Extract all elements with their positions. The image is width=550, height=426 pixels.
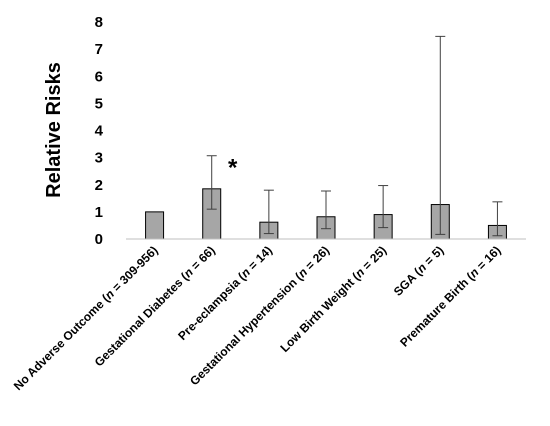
y-tick-label: 3 (95, 150, 103, 167)
y-tick-label: 5 (95, 95, 103, 112)
error-bars (206, 35, 503, 237)
y-tick-label: 6 (95, 68, 103, 85)
category-count: = 66) (186, 243, 218, 275)
category-text: Gestational Hypertension ( (187, 270, 305, 388)
category-count: = 309-956) (107, 243, 161, 297)
annotations: * (228, 155, 238, 182)
category-text: Gestational Diabetes ( (92, 270, 191, 369)
category-count: = 25) (357, 243, 389, 275)
category-labels: No Adverse Outcome (n = 309-956)Gestatio… (11, 243, 504, 393)
x-category-label: Low Birth Weight (n = 25) (277, 243, 389, 355)
y-tick-label: 1 (95, 204, 103, 221)
y-axis-ticks: 0 1 2 3 4 5 6 7 8 (95, 14, 104, 248)
x-category-label: Gestational Diabetes (n = 66) (92, 243, 218, 369)
category-count: = 26) (300, 243, 332, 275)
y-tick-label: 7 (95, 41, 103, 58)
category-count: = 16) (472, 243, 504, 275)
y-axis-label: Relative Risks (43, 62, 65, 198)
x-category-label: SGA (n = 5) (391, 243, 447, 299)
x-category-label: Premature Birth (n = 16) (397, 243, 503, 349)
y-tick-label: 2 (95, 177, 103, 194)
x-category-label: Pre-eclampsia (n = 14) (175, 243, 275, 343)
bar (145, 211, 165, 240)
category-count: = 14) (243, 243, 275, 275)
bars (145, 188, 507, 240)
category-text: No Adverse Outcome ( (11, 292, 112, 393)
y-tick-label: 4 (95, 123, 104, 140)
significance-asterisk: * (228, 155, 238, 182)
y-tick-label: 0 (95, 231, 103, 248)
y-tick-label: 8 (95, 14, 103, 31)
